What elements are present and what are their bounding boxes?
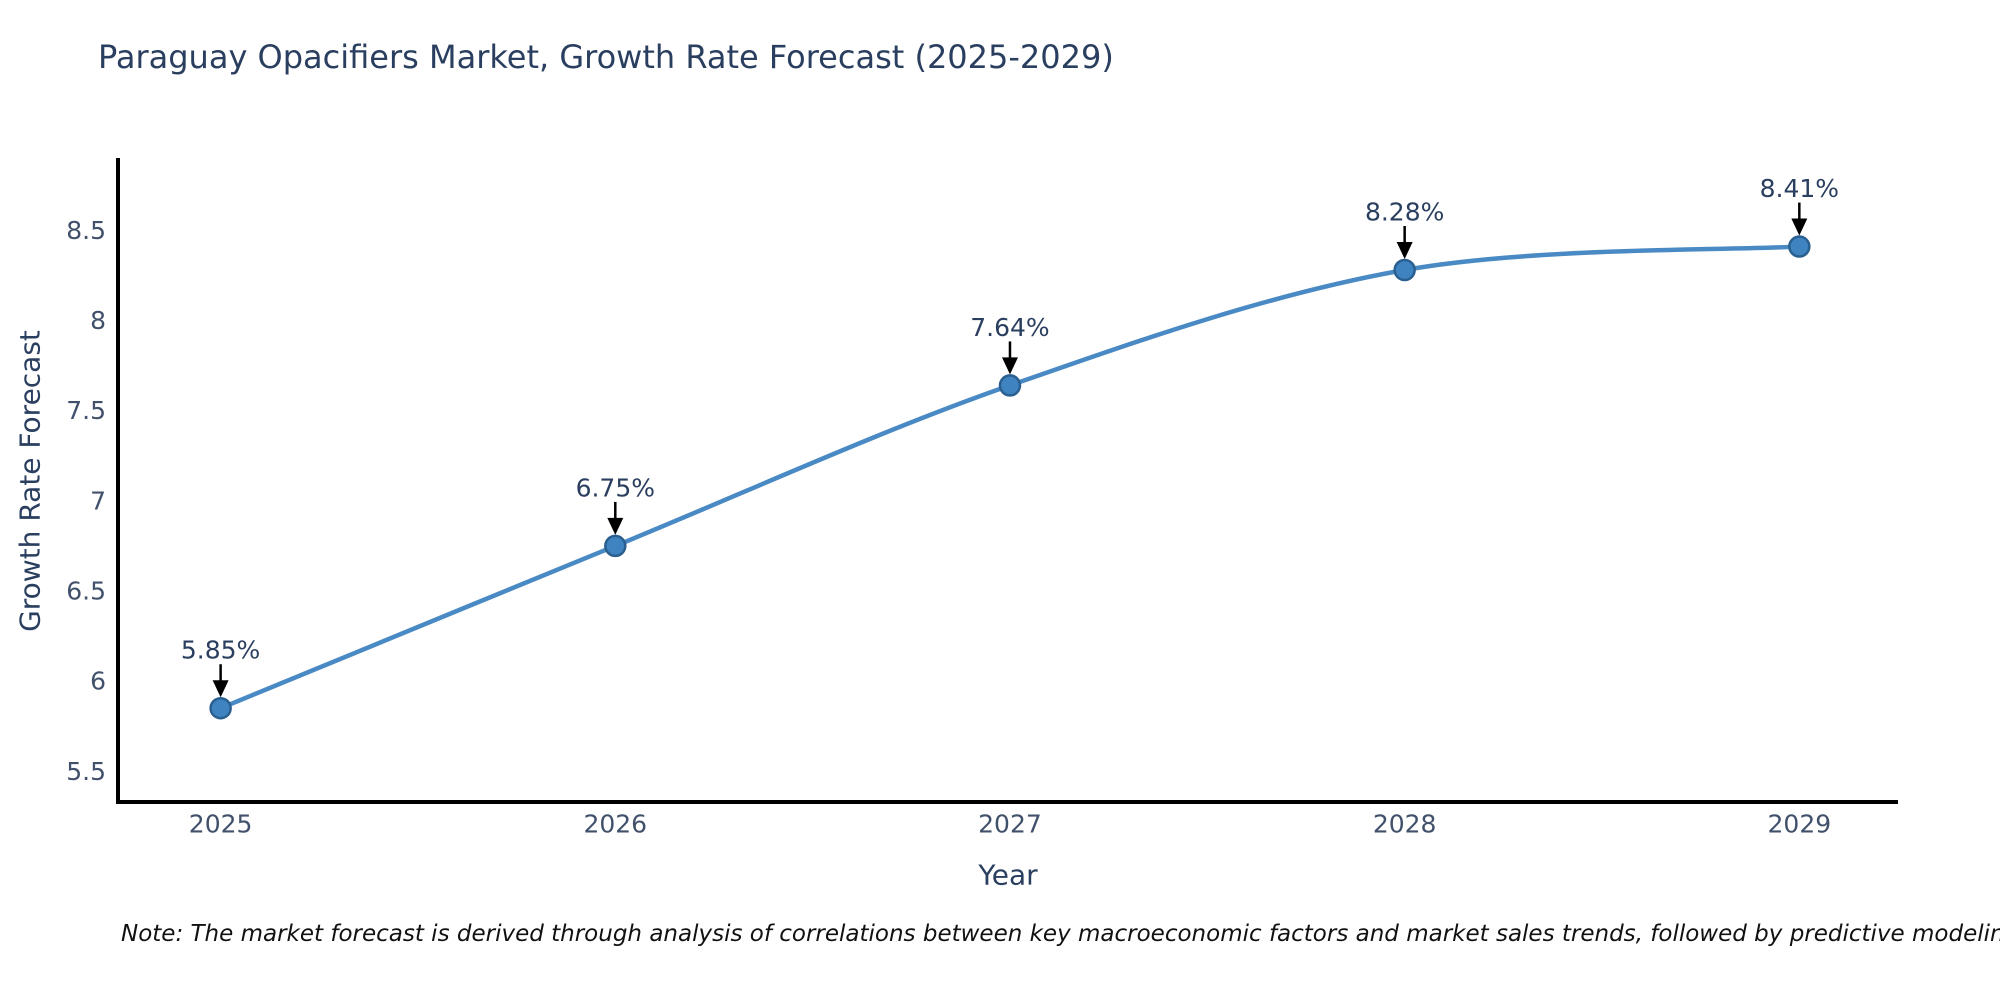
- y-tick-label: 8.5: [66, 216, 106, 245]
- annotation-arrowhead: [212, 680, 229, 698]
- data-point-label: 8.28%: [1365, 198, 1444, 227]
- y-tick-label: 6.5: [66, 577, 106, 606]
- x-tick-label: 2029: [1768, 810, 1832, 839]
- data-point-label: 7.64%: [970, 313, 1049, 342]
- y-axis-title: Growth Rate Forecast: [13, 330, 47, 632]
- data-point-label: 8.41%: [1760, 174, 1839, 203]
- annotation-arrowhead: [607, 517, 624, 535]
- y-tick-label: 6: [90, 667, 106, 696]
- x-axis-title: Year: [978, 858, 1038, 892]
- annotation-arrowhead: [1791, 218, 1808, 236]
- data-point-marker: [604, 534, 627, 558]
- data-point-marker: [209, 696, 232, 720]
- annotation-arrowhead: [1001, 357, 1018, 375]
- data-point-label: 6.75%: [576, 473, 655, 502]
- footnote: Note: The market forecast is derived thr…: [121, 921, 2000, 947]
- x-tick-label: 2025: [189, 810, 253, 839]
- x-tick-label: 2026: [583, 810, 647, 839]
- chart-title: Paraguay Opacifiers Market, Growth Rate …: [98, 38, 1114, 76]
- data-point-marker: [998, 374, 1022, 397]
- x-tick-label: 2027: [978, 810, 1042, 839]
- x-tick-label: 2028: [1373, 810, 1437, 839]
- data-point-marker: [1393, 258, 1416, 282]
- y-tick-label: 7.5: [66, 396, 106, 425]
- data-point-label: 5.85%: [181, 636, 260, 665]
- data-point-marker: [1788, 235, 1811, 258]
- annotation-arrowhead: [1396, 242, 1413, 260]
- y-tick-label: 7: [90, 486, 106, 515]
- y-tick-label: 5.5: [66, 757, 106, 786]
- y-tick-label: 8: [90, 306, 106, 335]
